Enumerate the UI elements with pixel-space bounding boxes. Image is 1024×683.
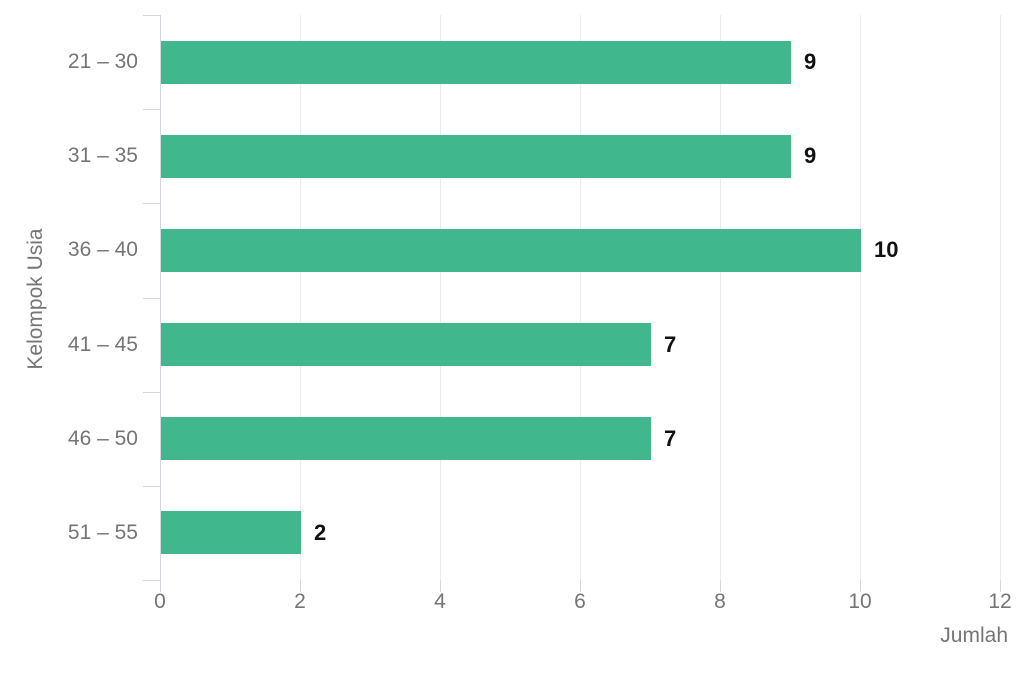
y-axis-line [160,15,161,592]
x-axis-tick [160,580,161,592]
gridline [440,15,441,580]
category-label: 21 – 30 [67,50,138,74]
gridline [300,15,301,580]
y-axis-tick [143,15,160,16]
bar[interactable] [161,511,301,555]
gridline [860,15,861,580]
gridline [580,15,581,580]
x-axis-tick [300,580,301,592]
bar[interactable] [161,40,791,84]
category-label: 46 – 50 [67,426,138,450]
x-axis-tick [1000,580,1001,592]
bar[interactable] [161,134,791,178]
value-label: 10 [874,237,899,263]
value-label: 7 [664,425,677,451]
gridline [720,15,721,580]
value-label: 2 [314,519,327,545]
y-axis-tick [143,580,160,581]
value-label: 9 [804,143,817,169]
x-axis-tick-label: 10 [848,590,872,613]
y-axis-tick [143,391,160,393]
x-axis-tick-label: 8 [714,590,726,613]
y-axis-tick [143,485,160,487]
x-axis-tick [720,580,721,592]
y-axis-tick [143,203,160,205]
bar[interactable] [161,417,651,461]
category-label: 31 – 35 [67,144,138,168]
y-axis-tick [143,109,160,111]
category-label: 41 – 45 [67,332,138,356]
x-axis-title: Jumlah [940,624,1008,647]
x-axis-tick [580,580,581,592]
x-axis-tick-label: 12 [988,590,1012,613]
x-axis-tick-label: 0 [154,590,166,613]
x-axis-tick-label: 2 [294,590,306,613]
bar[interactable] [161,228,861,272]
x-axis-tick [860,580,861,592]
x-axis-tick [440,580,441,592]
bar[interactable] [161,323,651,367]
y-axis-title: Kelompok Usia [24,228,47,370]
value-label: 9 [804,49,817,75]
y-axis-tick [143,297,160,299]
x-axis-tick-label: 6 [574,590,586,613]
x-axis-tick-label: 4 [434,590,446,613]
category-label: 36 – 40 [67,238,138,262]
value-label: 7 [664,331,677,357]
gridline [1000,15,1001,580]
category-label: 51 – 55 [67,520,138,544]
